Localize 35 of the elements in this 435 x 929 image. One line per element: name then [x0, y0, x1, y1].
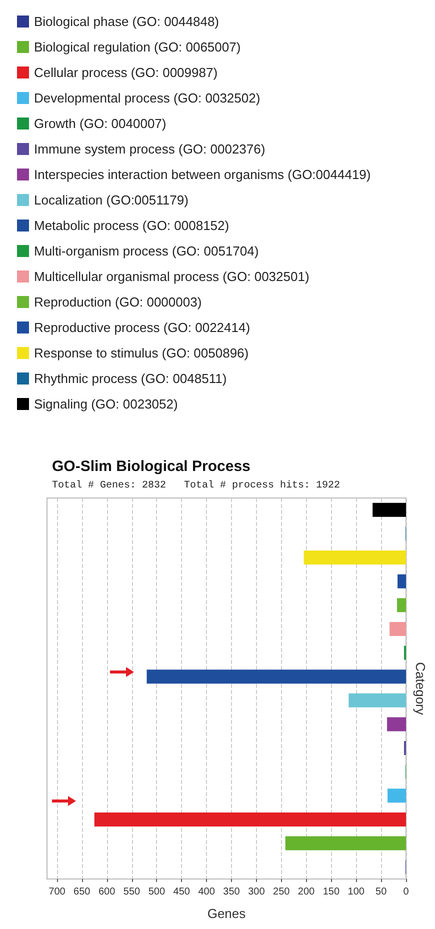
legend-label: Immune system process (GO: 0002376): [34, 142, 266, 156]
x-tick-label: 500: [148, 886, 166, 898]
legend-label: Biological regulation (GO: 0065007): [34, 40, 241, 54]
legend-label: Interspecies interaction between organisms (GO:0044419): [34, 167, 371, 182]
x-tick-label: 400: [198, 886, 216, 898]
legend-label: Signaling (GO: 0023052): [34, 396, 178, 412]
legend-label: Reproduction (GO: 0000003): [34, 294, 202, 310]
x-tick-label: 100: [348, 886, 365, 898]
x-tick-label: 300: [248, 886, 266, 898]
x-tick-label: 450: [173, 886, 190, 898]
x-tick-label: 550: [123, 886, 141, 898]
legend-label: Metabolic process (GO: 0008152): [34, 218, 230, 233]
y-axis-title: Category: [413, 662, 428, 716]
x-axis-title: Genes: [207, 906, 246, 921]
legend-label: Response to stimulus (GO: 0050896): [34, 346, 249, 360]
legend-label: Multi-organism process (GO: 0051704): [34, 244, 259, 258]
x-tick-label: 350: [223, 886, 240, 898]
chart-subtitle: Total # Genes: 2832 Total # process hits: 1922: [52, 480, 340, 492]
x-tick-label: 700: [48, 886, 66, 898]
legend-label: Biological phase (GO: 0044848): [34, 14, 220, 29]
x-tick-label: 150: [322, 886, 340, 898]
legend-label: Reproductive process (GO: 0022414): [34, 320, 250, 335]
x-tick-label: 50: [376, 886, 388, 898]
legend-label: Developmental process (GO: 0032502): [34, 90, 260, 106]
x-tick-label: 200: [298, 886, 316, 898]
legend-label: Multicellular organismal process (GO: 0032501): [34, 269, 310, 284]
x-tick-label: 600: [98, 886, 116, 898]
chart-title: GO-Slim Biological Process: [52, 458, 250, 475]
x-tick-label: 250: [273, 886, 290, 898]
x-tick-label: 0: [403, 886, 410, 898]
legend-label: Localization (GO:0051179): [34, 192, 188, 208]
legend-label: Growth (GO: 0040007): [34, 116, 166, 131]
x-tick-label: 650: [74, 886, 91, 898]
legend-label: Rhythmic process (GO: 0048511): [34, 371, 227, 386]
legend-label: Cellular process (GO: 0009987): [34, 65, 218, 80]
